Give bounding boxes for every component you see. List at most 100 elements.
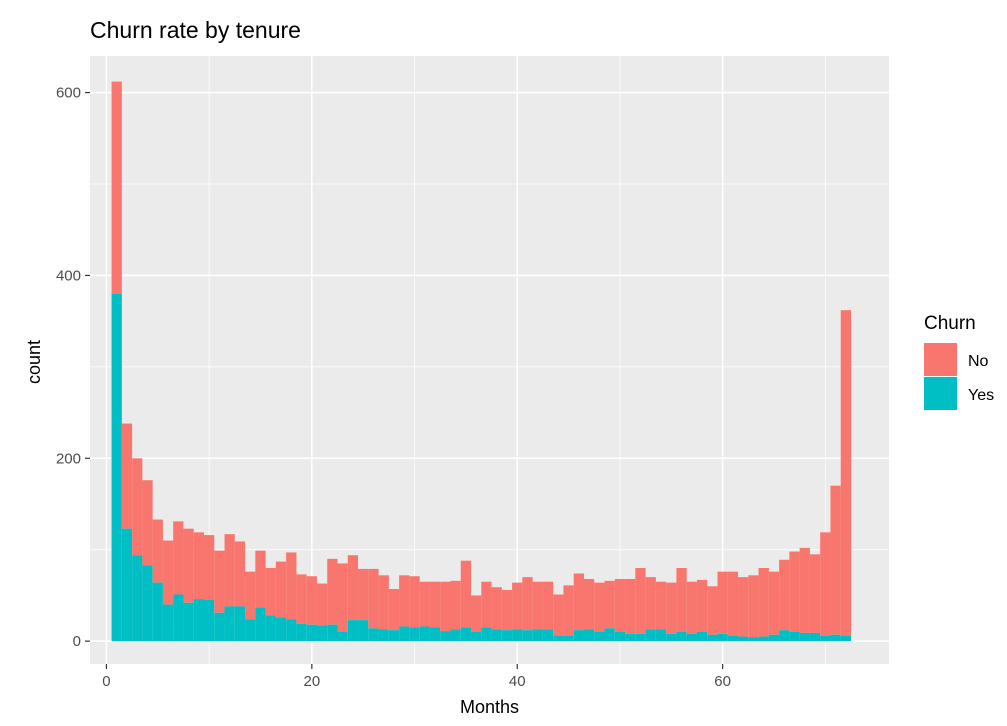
x-tick-label: 60 bbox=[714, 673, 731, 690]
bar-no bbox=[327, 558, 338, 625]
bar-no bbox=[779, 559, 790, 631]
bar-no bbox=[553, 594, 564, 636]
bar-yes bbox=[337, 632, 348, 642]
bar-yes bbox=[255, 607, 266, 642]
bar-yes bbox=[583, 629, 595, 642]
bar-no bbox=[542, 581, 554, 630]
bar-no bbox=[717, 571, 728, 634]
bar-yes bbox=[132, 555, 143, 642]
bar-no bbox=[173, 521, 184, 595]
bar-no bbox=[450, 580, 461, 630]
bar-no bbox=[419, 581, 430, 627]
bar-yes bbox=[748, 637, 759, 642]
bar-yes bbox=[799, 632, 810, 642]
bar-yes bbox=[727, 635, 739, 642]
x-tick-label: 20 bbox=[303, 673, 320, 690]
bar-yes bbox=[296, 623, 307, 642]
bar-yes bbox=[440, 631, 451, 642]
bar-no bbox=[614, 578, 626, 632]
bar-no bbox=[563, 585, 574, 636]
bar-no bbox=[583, 578, 595, 630]
bar-no bbox=[183, 528, 194, 603]
bar-no bbox=[522, 577, 533, 631]
legend-key-no bbox=[924, 343, 957, 376]
bar-no bbox=[481, 581, 492, 628]
bar-no bbox=[820, 532, 831, 636]
bar-no bbox=[686, 581, 697, 634]
bar-no bbox=[471, 595, 482, 632]
bar-yes bbox=[676, 632, 687, 642]
bar-yes bbox=[738, 636, 749, 642]
bar-yes bbox=[121, 528, 133, 642]
bar-yes bbox=[542, 629, 554, 642]
bar-yes bbox=[450, 629, 461, 642]
bar-yes bbox=[655, 629, 667, 642]
bar-no bbox=[214, 550, 225, 613]
bar-no bbox=[758, 568, 769, 637]
chart-title: Churn rate by tenure bbox=[90, 17, 301, 43]
bar-yes bbox=[265, 615, 276, 642]
bar-yes bbox=[203, 600, 215, 642]
x-tick-label: 40 bbox=[509, 673, 526, 690]
bar-no bbox=[275, 561, 287, 618]
bar-yes bbox=[758, 636, 769, 642]
bar-no bbox=[573, 573, 584, 631]
bar-no bbox=[203, 535, 215, 600]
bar-yes bbox=[686, 633, 697, 642]
bar-yes bbox=[409, 627, 420, 642]
bar-yes bbox=[573, 630, 584, 642]
bar-yes bbox=[419, 626, 430, 642]
bar-no bbox=[193, 532, 204, 600]
bar-yes bbox=[820, 635, 831, 642]
legend-label-no: No bbox=[968, 353, 989, 370]
bar-yes bbox=[696, 632, 708, 642]
bar-no bbox=[388, 589, 400, 631]
bar-no bbox=[255, 550, 266, 608]
bar-yes bbox=[306, 624, 317, 642]
bar-yes bbox=[666, 633, 677, 642]
bar-yes bbox=[481, 627, 492, 642]
bar-no bbox=[409, 576, 420, 628]
bar-yes bbox=[275, 617, 287, 642]
bar-no bbox=[738, 577, 749, 637]
bar-no bbox=[306, 576, 317, 625]
bar-yes bbox=[779, 630, 790, 642]
bar-yes bbox=[173, 594, 184, 642]
histogram-bars bbox=[111, 81, 852, 642]
bar-no bbox=[840, 310, 852, 636]
bar-yes bbox=[193, 599, 204, 642]
y-tick-label: 600 bbox=[56, 85, 81, 102]
bar-no bbox=[809, 554, 821, 633]
bar-no bbox=[162, 540, 174, 605]
bar-no bbox=[224, 534, 235, 607]
bar-no bbox=[440, 581, 451, 632]
bar-yes bbox=[368, 628, 379, 642]
bar-yes bbox=[358, 620, 369, 642]
bar-yes bbox=[378, 629, 389, 642]
y-axis-ticks: 0 200 400 600 bbox=[56, 85, 90, 650]
bar-no bbox=[789, 551, 800, 632]
bar-no bbox=[111, 81, 122, 294]
bar-no bbox=[830, 485, 841, 635]
bar-no bbox=[666, 582, 677, 634]
bar-yes bbox=[245, 619, 256, 642]
bar-no bbox=[142, 480, 153, 566]
bar-yes bbox=[635, 633, 646, 642]
bar-yes bbox=[234, 606, 246, 642]
y-tick-label: 400 bbox=[56, 267, 81, 284]
bar-no bbox=[378, 575, 389, 630]
bar-no bbox=[594, 582, 605, 632]
legend-label-yes: Yes bbox=[968, 387, 994, 404]
bar-no bbox=[245, 571, 256, 620]
bar-yes bbox=[563, 635, 574, 642]
bar-no bbox=[316, 583, 328, 626]
bar-yes bbox=[789, 632, 800, 642]
bar-yes bbox=[614, 632, 626, 642]
y-tick-label: 0 bbox=[73, 633, 81, 650]
x-axis-title: Months bbox=[460, 697, 519, 717]
bar-yes bbox=[214, 612, 225, 642]
bar-no bbox=[696, 579, 708, 632]
bar-no bbox=[358, 568, 369, 621]
bar-yes bbox=[522, 630, 533, 642]
